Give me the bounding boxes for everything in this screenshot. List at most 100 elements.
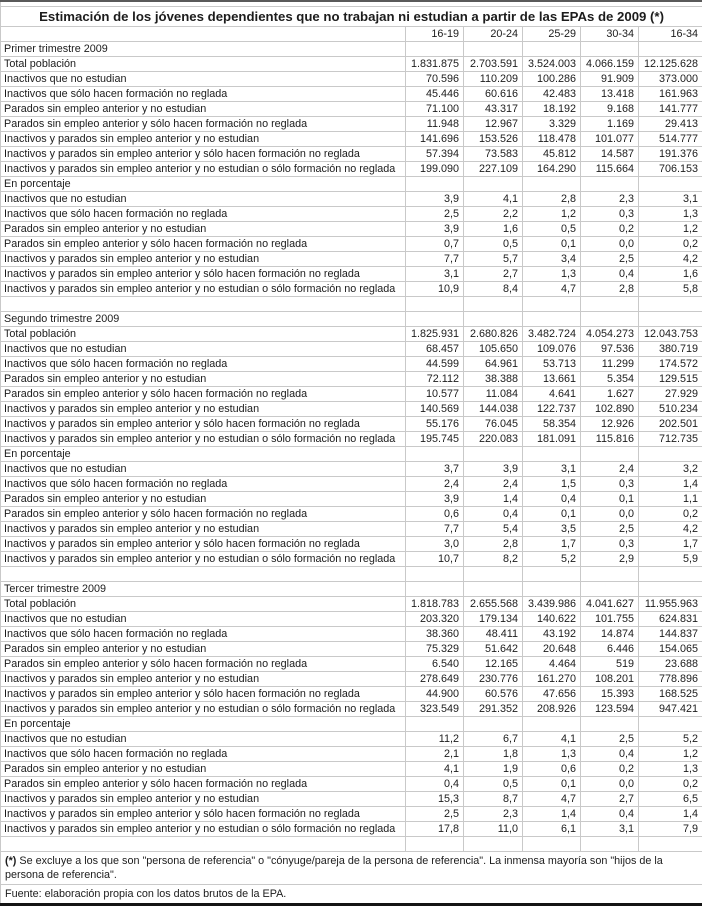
value-cell: 44.900 (406, 687, 464, 702)
value-cell: 2.655.568 (464, 597, 523, 612)
value-cell: 71.100 (406, 102, 464, 117)
footnote-marker: (*) (5, 855, 16, 867)
section-label: Primer trimestre 2009 (1, 42, 406, 57)
empty-cell (523, 42, 581, 57)
percentage-value-cell: 0,0 (581, 507, 639, 522)
row-label: Inactivos y parados sin empleo anterior … (1, 402, 406, 417)
value-cell: 44.599 (406, 357, 464, 372)
value-cell: 519 (581, 657, 639, 672)
value-cell: 154.065 (639, 642, 702, 657)
value-cell: 220.083 (464, 432, 523, 447)
value-cell: 122.737 (523, 402, 581, 417)
percentage-value-cell: 3,1 (581, 822, 639, 837)
section-label: Tercer trimestre 2009 (1, 582, 406, 597)
value-cell: 129.515 (639, 372, 702, 387)
value-cell: 58.354 (523, 417, 581, 432)
row-label: Inactivos y parados sin empleo anterior … (1, 687, 406, 702)
value-cell: 161.270 (523, 672, 581, 687)
table-row: Inactivos que sólo hacen formación no re… (1, 627, 702, 642)
table-row: En porcentaje (1, 177, 702, 192)
percentage-value-cell: 4,7 (523, 792, 581, 807)
value-cell: 48.411 (464, 627, 523, 642)
percentage-value-cell: 5,2 (523, 552, 581, 567)
percentage-section-label: En porcentaje (1, 717, 406, 732)
table-row: Inactivos que sólo hacen formación no re… (1, 357, 702, 372)
value-cell: 118.478 (523, 132, 581, 147)
percentage-value-cell: 1,3 (639, 207, 702, 222)
table-row: Inactivos y parados sin empleo anterior … (1, 687, 702, 702)
value-cell: 13.661 (523, 372, 581, 387)
empty-cell (464, 312, 523, 327)
source-row: Fuente: elaboración propia con los datos… (1, 885, 702, 905)
empty-cell (464, 717, 523, 732)
percentage-value-cell: 0,2 (639, 777, 702, 792)
table-row: Inactivos y parados sin empleo anterior … (1, 432, 702, 447)
table-row: Parados sin empleo anterior y sólo hacen… (1, 507, 702, 522)
value-cell: 140.569 (406, 402, 464, 417)
percentage-value-cell: 7,7 (406, 252, 464, 267)
value-cell: 11.299 (581, 357, 639, 372)
value-cell: 12.125.628 (639, 57, 702, 72)
value-cell: 108.201 (581, 672, 639, 687)
value-cell: 947.421 (639, 702, 702, 717)
value-cell: 55.176 (406, 417, 464, 432)
percentage-value-cell: 0,0 (581, 777, 639, 792)
value-cell: 230.776 (464, 672, 523, 687)
row-label: Inactivos y parados sin empleo anterior … (1, 132, 406, 147)
value-cell: 4.041.627 (581, 597, 639, 612)
row-label: Inactivos y parados sin empleo anterior … (1, 162, 406, 177)
percentage-value-cell: 2,3 (581, 192, 639, 207)
value-cell: 4.066.159 (581, 57, 639, 72)
blank-cell (523, 297, 581, 312)
row-label: Inactivos que no estudian (1, 732, 406, 747)
value-cell: 291.352 (464, 702, 523, 717)
percentage-value-cell: 0,5 (464, 237, 523, 252)
percentage-value-cell: 3,1 (523, 462, 581, 477)
empty-cell (639, 717, 702, 732)
value-cell: 23.688 (639, 657, 702, 672)
value-cell: 5.354 (581, 372, 639, 387)
value-cell: 38.388 (464, 372, 523, 387)
table-row: Primer trimestre 2009 (1, 42, 702, 57)
value-cell: 53.713 (523, 357, 581, 372)
table-row: Inactivos y parados sin empleo anterior … (1, 702, 702, 717)
row-label: Parados sin empleo anterior y no estudia… (1, 102, 406, 117)
table-row: Inactivos que sólo hacen formación no re… (1, 477, 702, 492)
value-cell: 76.045 (464, 417, 523, 432)
percentage-value-cell: 0,2 (581, 222, 639, 237)
row-label: Inactivos y parados sin empleo anterior … (1, 252, 406, 267)
value-cell: 514.777 (639, 132, 702, 147)
percentage-value-cell: 0,3 (581, 477, 639, 492)
percentage-value-cell: 0,3 (581, 537, 639, 552)
row-label: Parados sin empleo anterior y sólo hacen… (1, 237, 406, 252)
blank-cell (639, 297, 702, 312)
empty-cell (406, 177, 464, 192)
row-label: Total población (1, 597, 406, 612)
value-cell: 712.735 (639, 432, 702, 447)
percentage-value-cell: 1,5 (523, 477, 581, 492)
empty-cell (464, 177, 523, 192)
table-row: En porcentaje (1, 717, 702, 732)
percentage-value-cell: 4,1 (523, 732, 581, 747)
percentage-value-cell: 2,9 (581, 552, 639, 567)
value-cell: 174.572 (639, 357, 702, 372)
value-cell: 208.926 (523, 702, 581, 717)
value-cell: 101.755 (581, 612, 639, 627)
percentage-value-cell: 2,8 (523, 192, 581, 207)
corner-cell (1, 27, 406, 42)
table-row: Parados sin empleo anterior y no estudia… (1, 222, 702, 237)
row-label: Inactivos y parados sin empleo anterior … (1, 267, 406, 282)
table-row: Parados sin empleo anterior y no estudia… (1, 102, 702, 117)
blank-cell (406, 297, 464, 312)
table-row: Inactivos que sólo hacen formación no re… (1, 207, 702, 222)
value-cell: 11.948 (406, 117, 464, 132)
percentage-value-cell: 3,9 (406, 492, 464, 507)
value-cell: 10.577 (406, 387, 464, 402)
percentage-value-cell: 0,6 (406, 507, 464, 522)
blank-cell (464, 297, 523, 312)
footnote: (*) Se excluye a los que son "persona de… (1, 852, 702, 885)
